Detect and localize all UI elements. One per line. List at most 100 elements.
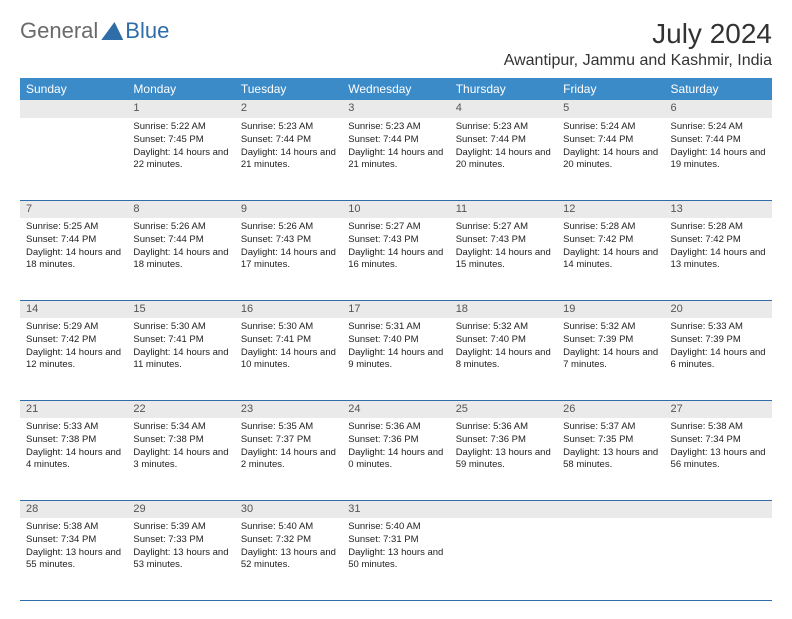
sunrise-text: Sunrise: 5:40 AM [241,521,336,534]
day-cell: Sunrise: 5:30 AMSunset: 7:41 PMDaylight:… [127,318,234,400]
sunrise-text: Sunrise: 5:28 AM [563,221,658,234]
day-number [665,500,772,518]
day-cell: Sunrise: 5:23 AMSunset: 7:44 PMDaylight:… [235,118,342,200]
day-cell: Sunrise: 5:38 AMSunset: 7:34 PMDaylight:… [20,518,127,600]
sunrise-text: Sunrise: 5:23 AM [456,121,551,134]
daylight-text: Daylight: 14 hours and 22 minutes. [133,147,228,173]
sunset-text: Sunset: 7:39 PM [563,334,658,347]
sunrise-text: Sunrise: 5:23 AM [348,121,443,134]
daylight-text: Daylight: 14 hours and 8 minutes. [456,347,551,373]
day-cell: Sunrise: 5:23 AMSunset: 7:44 PMDaylight:… [342,118,449,200]
weekday-header: Tuesday [235,78,342,100]
weekday-header: Saturday [665,78,772,100]
daylight-text: Daylight: 14 hours and 10 minutes. [241,347,336,373]
sunset-text: Sunset: 7:44 PM [563,134,658,147]
day-cell: Sunrise: 5:24 AMSunset: 7:44 PMDaylight:… [665,118,772,200]
day-cell: Sunrise: 5:23 AMSunset: 7:44 PMDaylight:… [450,118,557,200]
day-number: 1 [127,100,234,118]
daylight-text: Daylight: 13 hours and 55 minutes. [26,547,121,573]
day-number: 13 [665,200,772,218]
day-number: 17 [342,300,449,318]
day-cell: Sunrise: 5:22 AMSunset: 7:45 PMDaylight:… [127,118,234,200]
daylight-text: Daylight: 13 hours and 58 minutes. [563,447,658,473]
day-cell: Sunrise: 5:30 AMSunset: 7:41 PMDaylight:… [235,318,342,400]
weekday-header: Sunday [20,78,127,100]
sunrise-text: Sunrise: 5:31 AM [348,321,443,334]
logo: General Blue [20,18,169,44]
daylight-text: Daylight: 13 hours and 52 minutes. [241,547,336,573]
day-number: 9 [235,200,342,218]
sunrise-text: Sunrise: 5:35 AM [241,421,336,434]
daylight-text: Daylight: 14 hours and 9 minutes. [348,347,443,373]
header: General Blue July 2024 Awantipur, Jammu … [20,18,772,70]
sunset-text: Sunset: 7:43 PM [456,234,551,247]
daylight-text: Daylight: 14 hours and 20 minutes. [456,147,551,173]
day-cell: Sunrise: 5:31 AMSunset: 7:40 PMDaylight:… [342,318,449,400]
day-cell: Sunrise: 5:38 AMSunset: 7:34 PMDaylight:… [665,418,772,500]
day-number: 16 [235,300,342,318]
day-cell: Sunrise: 5:39 AMSunset: 7:33 PMDaylight:… [127,518,234,600]
day-cell: Sunrise: 5:35 AMSunset: 7:37 PMDaylight:… [235,418,342,500]
day-number: 27 [665,400,772,418]
month-title: July 2024 [504,18,772,50]
daylight-text: Daylight: 14 hours and 19 minutes. [671,147,766,173]
day-number: 12 [557,200,664,218]
sunrise-text: Sunrise: 5:38 AM [26,521,121,534]
day-number: 22 [127,400,234,418]
day-number: 18 [450,300,557,318]
day-number: 30 [235,500,342,518]
day-cell: Sunrise: 5:24 AMSunset: 7:44 PMDaylight:… [557,118,664,200]
daylight-text: Daylight: 13 hours and 50 minutes. [348,547,443,573]
sunset-text: Sunset: 7:44 PM [456,134,551,147]
day-number: 28 [20,500,127,518]
sunrise-text: Sunrise: 5:24 AM [671,121,766,134]
sunset-text: Sunset: 7:35 PM [563,434,658,447]
sunset-text: Sunset: 7:40 PM [456,334,551,347]
daylight-text: Daylight: 14 hours and 21 minutes. [348,147,443,173]
sunrise-text: Sunrise: 5:26 AM [133,221,228,234]
sunrise-text: Sunrise: 5:34 AM [133,421,228,434]
sunset-text: Sunset: 7:41 PM [241,334,336,347]
weekday-header-row: Sunday Monday Tuesday Wednesday Thursday… [20,78,772,100]
sunset-text: Sunset: 7:36 PM [348,434,443,447]
day-content-row: Sunrise: 5:38 AMSunset: 7:34 PMDaylight:… [20,518,772,600]
sunrise-text: Sunrise: 5:25 AM [26,221,121,234]
day-number: 14 [20,300,127,318]
sunset-text: Sunset: 7:44 PM [26,234,121,247]
sunrise-text: Sunrise: 5:33 AM [26,421,121,434]
daylight-text: Daylight: 14 hours and 21 minutes. [241,147,336,173]
sunrise-text: Sunrise: 5:38 AM [671,421,766,434]
sunset-text: Sunset: 7:41 PM [133,334,228,347]
weekday-header: Wednesday [342,78,449,100]
sunrise-text: Sunrise: 5:24 AM [563,121,658,134]
daylight-text: Daylight: 14 hours and 14 minutes. [563,247,658,273]
sunset-text: Sunset: 7:40 PM [348,334,443,347]
day-number: 26 [557,400,664,418]
day-cell: Sunrise: 5:26 AMSunset: 7:43 PMDaylight:… [235,218,342,300]
daylight-text: Daylight: 14 hours and 16 minutes. [348,247,443,273]
logo-triangle-icon [101,22,123,40]
day-number: 4 [450,100,557,118]
day-number: 19 [557,300,664,318]
sunrise-text: Sunrise: 5:37 AM [563,421,658,434]
day-cell: Sunrise: 5:34 AMSunset: 7:38 PMDaylight:… [127,418,234,500]
day-number-row: 21222324252627 [20,400,772,418]
day-cell: Sunrise: 5:28 AMSunset: 7:42 PMDaylight:… [665,218,772,300]
day-cell: Sunrise: 5:40 AMSunset: 7:31 PMDaylight:… [342,518,449,600]
day-number [557,500,664,518]
sunset-text: Sunset: 7:37 PM [241,434,336,447]
sunrise-text: Sunrise: 5:30 AM [241,321,336,334]
day-number [20,100,127,118]
day-cell: Sunrise: 5:28 AMSunset: 7:42 PMDaylight:… [557,218,664,300]
daylight-text: Daylight: 14 hours and 18 minutes. [26,247,121,273]
sunset-text: Sunset: 7:44 PM [133,234,228,247]
day-number: 5 [557,100,664,118]
day-number: 10 [342,200,449,218]
day-number-row: 123456 [20,100,772,118]
daylight-text: Daylight: 14 hours and 13 minutes. [671,247,766,273]
day-cell: Sunrise: 5:37 AMSunset: 7:35 PMDaylight:… [557,418,664,500]
day-content-row: Sunrise: 5:33 AMSunset: 7:38 PMDaylight:… [20,418,772,500]
day-number-row: 14151617181920 [20,300,772,318]
day-cell: Sunrise: 5:36 AMSunset: 7:36 PMDaylight:… [450,418,557,500]
sunrise-text: Sunrise: 5:27 AM [348,221,443,234]
